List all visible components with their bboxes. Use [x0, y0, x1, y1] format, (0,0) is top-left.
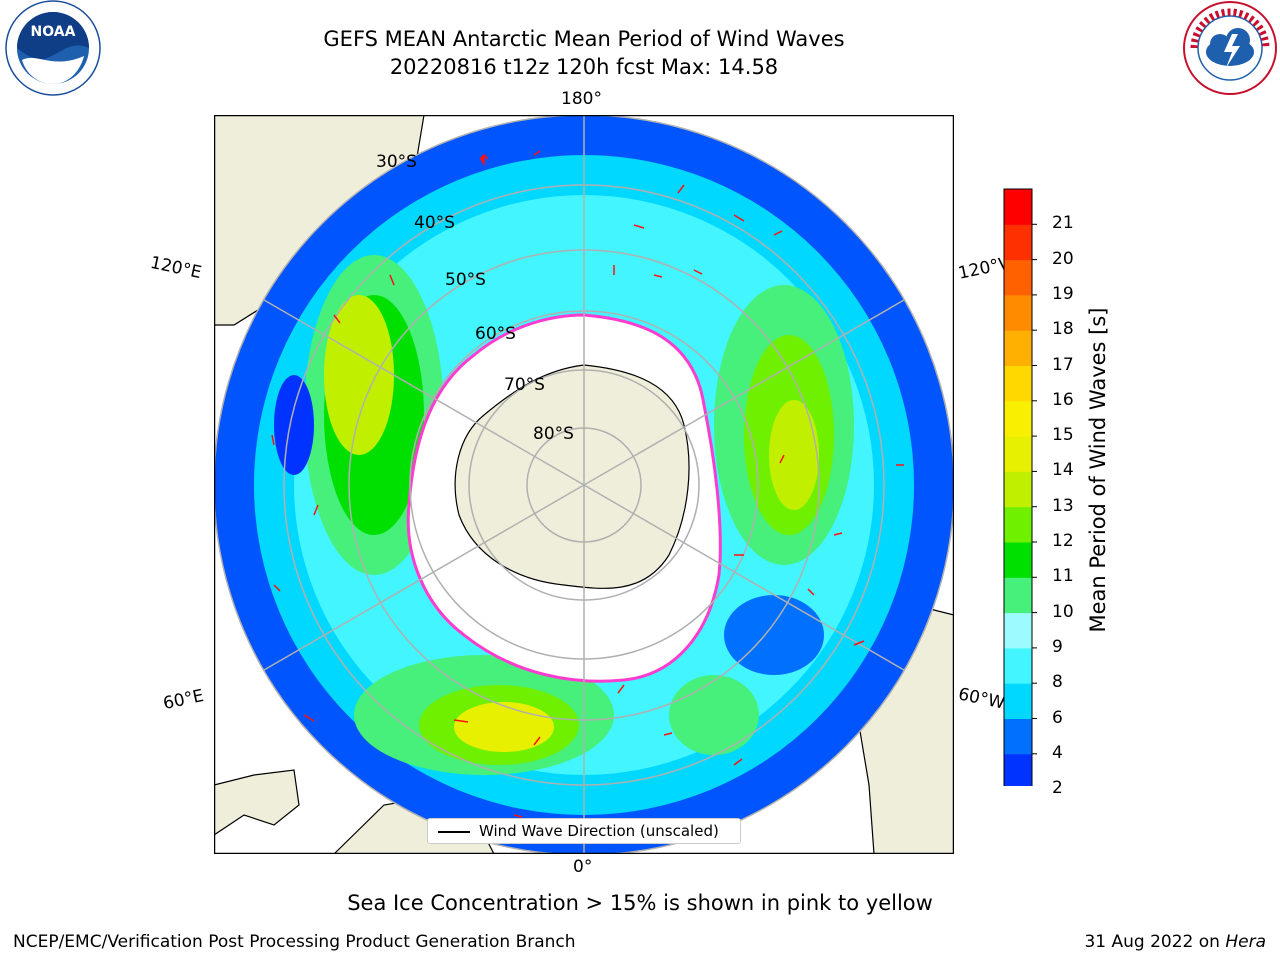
colorbar-tick-label: 15: [1052, 425, 1074, 446]
colorbar-segment: [1004, 365, 1032, 402]
lat-label-30s: 30°S: [376, 152, 417, 172]
colorbar-tick-label: 12: [1052, 531, 1074, 551]
colorbar-tick-label: 11: [1052, 566, 1074, 587]
colorbar-segment: [1004, 224, 1032, 261]
footer-machine: Hera: [1225, 932, 1266, 952]
footer-date: 31 Aug 2022 on Hera: [1084, 932, 1266, 952]
lat-label-50s: 50°S: [445, 270, 486, 290]
colorbar-segment: [1004, 189, 1032, 225]
colorbar-segment: [1004, 400, 1032, 437]
colorbar-segment: [1004, 330, 1032, 366]
colorbar-tick-label: 14: [1052, 460, 1074, 481]
antarctic-map: [214, 115, 954, 854]
legend-line-icon: [438, 831, 470, 833]
colorbar-tick-label: 19: [1052, 283, 1074, 304]
colorbar-tick-label: 4: [1052, 742, 1063, 763]
colorbar-tick-label: 9: [1052, 636, 1063, 657]
colorbar-tick-label: 13: [1052, 495, 1074, 516]
map-subtitle: 20220816 t12z 120h fcst Max: 14.58: [389, 55, 779, 79]
colorbar-segment: [1004, 294, 1032, 331]
colorbar-segment: [1004, 718, 1032, 755]
colorbar-segment: [1004, 436, 1032, 472]
colorbar-tick-label: 18: [1052, 319, 1074, 340]
colorbar-tick-label: 16: [1052, 389, 1074, 410]
colorbar-segment: [1004, 753, 1032, 786]
sea-ice-note: Sea Ice Concentration > 15% is shown in …: [347, 891, 933, 915]
colorbar-segment: [1004, 506, 1032, 543]
colorbar-segment: [1004, 612, 1032, 649]
lat-label-40s: 40°S: [414, 213, 455, 233]
noaa-logo-text: NOAA: [31, 24, 76, 40]
colorbar-frame: [1003, 188, 1033, 786]
colorbar-tick-label: 17: [1052, 354, 1074, 375]
noaa-logo: NOAA: [5, 0, 101, 96]
colorbar-label: Mean Period of Wind Waves [s]: [1086, 307, 1110, 633]
antarctica: [406, 313, 722, 683]
lon-label-0: 0°: [573, 857, 593, 877]
lon-label-180: 180°: [561, 89, 602, 109]
colorbar-segment: [1004, 647, 1032, 684]
colorbar-segment: [1004, 683, 1032, 719]
nws-logo: [1183, 1, 1277, 95]
colorbar-tick-label: 20: [1052, 248, 1074, 269]
colorbar-tick-label: 10: [1052, 601, 1074, 622]
map-title: GEFS MEAN Antarctic Mean Period of Wind …: [323, 27, 845, 51]
colorbar-tick-label: 2: [1052, 778, 1063, 799]
lat-label-80s: 80°S: [533, 424, 574, 444]
colorbar-tick-label: 6: [1052, 707, 1063, 728]
lon-label-60e: 60°E: [161, 685, 206, 715]
colorbar: [1003, 188, 1037, 786]
colorbar-tick-label: 8: [1052, 672, 1063, 693]
map-legend: Wind Wave Direction (unscaled): [427, 818, 741, 844]
legend-label: Wind Wave Direction (unscaled): [479, 822, 719, 840]
lon-label-60w: 60°W: [956, 684, 1007, 714]
colorbar-segment: [1004, 577, 1032, 614]
graticule: [214, 115, 954, 854]
footer-credit: NCEP/EMC/Verification Post Processing Pr…: [13, 932, 576, 952]
colorbar-segment: [1004, 471, 1032, 508]
colorbar-segment: [1004, 542, 1032, 578]
lon-label-120e: 120°E: [148, 252, 204, 284]
footer-date-text: 31 Aug 2022 on: [1084, 932, 1226, 952]
lat-label-70s: 70°S: [504, 375, 545, 395]
lat-label-60s: 60°S: [475, 324, 516, 344]
colorbar-tick-label: 21: [1052, 213, 1074, 234]
colorbar-segment: [1004, 259, 1032, 296]
